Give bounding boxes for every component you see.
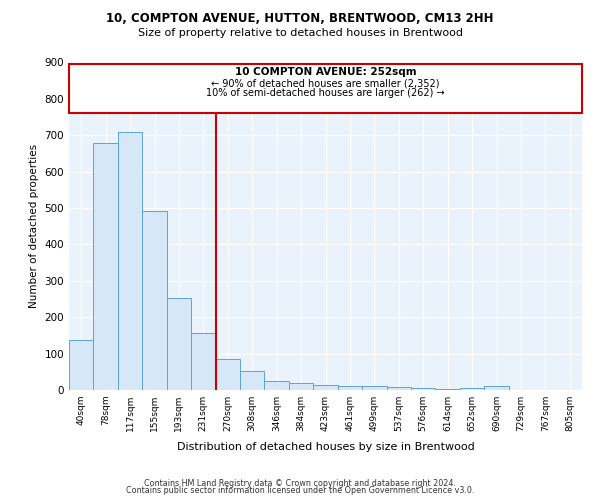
Text: ← 90% of detached houses are smaller (2,352): ← 90% of detached houses are smaller (2,… <box>211 78 440 88</box>
Text: 10 COMPTON AVENUE: 252sqm: 10 COMPTON AVENUE: 252sqm <box>235 68 416 78</box>
Text: Contains public sector information licensed under the Open Government Licence v3: Contains public sector information licen… <box>126 486 474 495</box>
Text: 10, COMPTON AVENUE, HUTTON, BRENTWOOD, CM13 2HH: 10, COMPTON AVENUE, HUTTON, BRENTWOOD, C… <box>106 12 494 26</box>
Bar <box>118 132 142 390</box>
Bar <box>69 340 94 390</box>
Bar <box>240 371 265 390</box>
Bar <box>411 388 436 390</box>
Bar <box>142 211 167 390</box>
Text: Contains HM Land Registry data © Crown copyright and database right 2024.: Contains HM Land Registry data © Crown c… <box>144 478 456 488</box>
Bar <box>289 382 313 390</box>
Bar <box>94 144 118 390</box>
Text: 10% of semi-detached houses are larger (262) →: 10% of semi-detached houses are larger (… <box>206 88 445 99</box>
Text: Size of property relative to detached houses in Brentwood: Size of property relative to detached ho… <box>137 28 463 38</box>
Bar <box>191 333 215 390</box>
Bar <box>215 359 240 390</box>
Bar <box>460 388 484 390</box>
Bar <box>386 387 411 390</box>
Bar <box>338 386 362 390</box>
Y-axis label: Number of detached properties: Number of detached properties <box>29 144 39 308</box>
Bar <box>362 386 386 390</box>
X-axis label: Distribution of detached houses by size in Brentwood: Distribution of detached houses by size … <box>176 442 475 452</box>
Bar <box>484 386 509 390</box>
FancyBboxPatch shape <box>69 64 582 114</box>
Bar <box>313 384 338 390</box>
Bar <box>436 388 460 390</box>
Bar <box>265 380 289 390</box>
Bar <box>167 298 191 390</box>
